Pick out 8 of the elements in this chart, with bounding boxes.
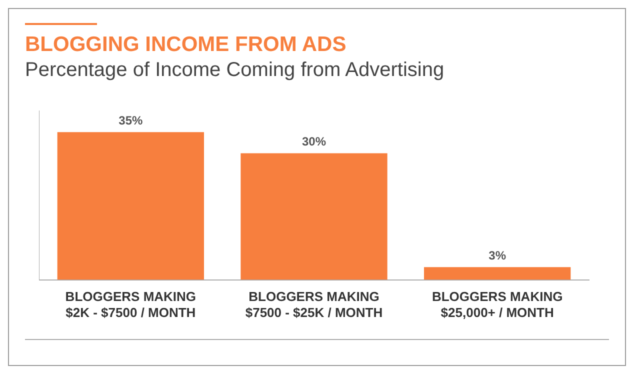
x-tick-label: BLOGGERS MAKING $7500 - $25K / MONTH [245,289,383,320]
data-label: 35% [118,113,143,128]
data-label: 3% [488,248,506,262]
chart-subtitle: Percentage of Income Coming from Advertising [25,59,444,82]
x-tick-label: BLOGGERS MAKING $2K - $7500 / MONTH [65,289,196,320]
chart-title: BLOGGING INCOME FROM ADS [25,33,346,57]
x-tick-label: BLOGGERS MAKING $25,000+ / MONTH [432,289,563,320]
data-label: 30% [302,134,326,149]
